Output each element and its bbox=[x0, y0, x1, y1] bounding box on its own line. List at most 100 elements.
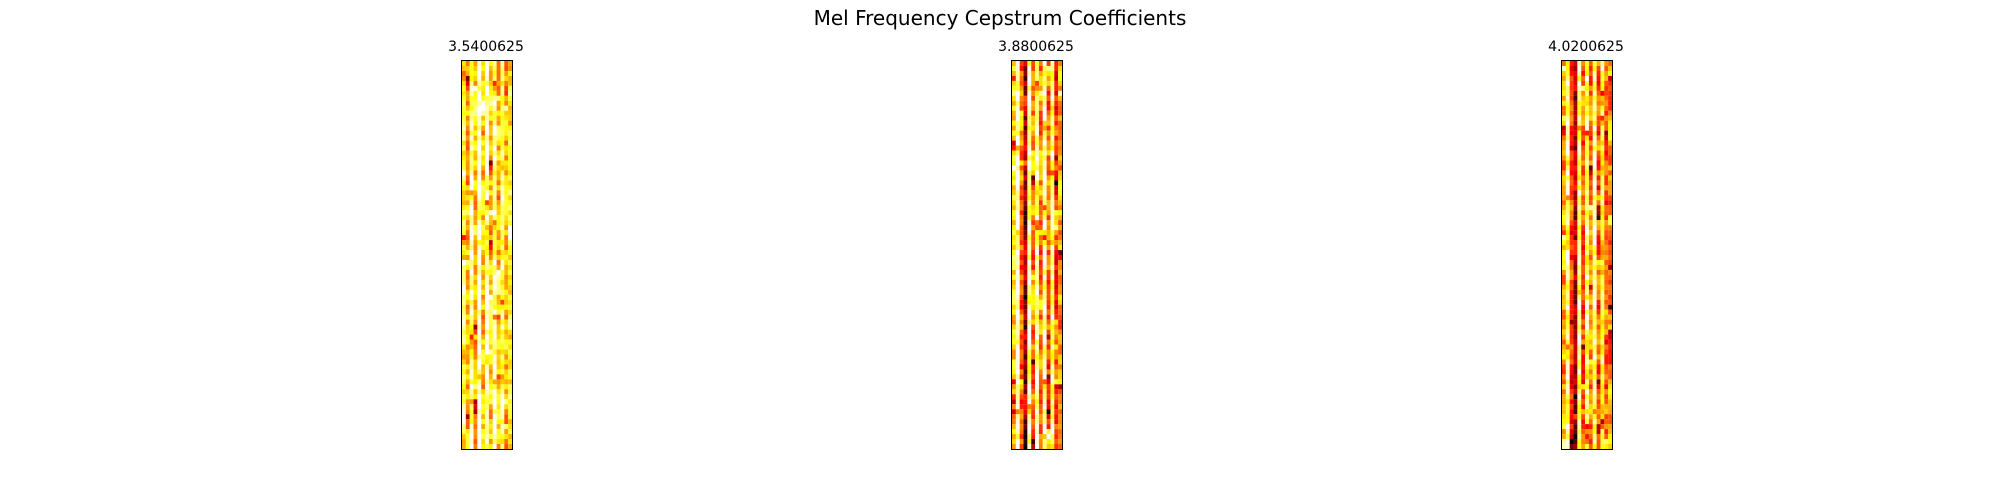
heatmap-cell bbox=[473, 344, 478, 350]
heatmap-cell bbox=[504, 155, 509, 161]
heatmap-cell bbox=[465, 255, 470, 261]
heatmap-cell bbox=[1573, 304, 1578, 310]
heatmap-cell bbox=[1038, 369, 1043, 375]
heatmap-cell bbox=[500, 309, 505, 315]
heatmap-cell bbox=[1577, 409, 1582, 415]
heatmap-cell bbox=[1608, 274, 1612, 280]
heatmap-cell bbox=[1562, 95, 1566, 101]
heatmap-cell bbox=[1042, 70, 1047, 76]
heatmap-cell bbox=[462, 150, 466, 156]
heatmap-cell bbox=[1015, 180, 1020, 186]
heatmap-cell bbox=[481, 414, 486, 420]
heatmap-cell bbox=[508, 65, 512, 71]
heatmap-cell bbox=[1046, 250, 1051, 256]
heatmap-cell bbox=[1046, 329, 1051, 335]
heatmap-cell bbox=[1031, 369, 1036, 375]
heatmap-cell bbox=[500, 289, 505, 295]
heatmap-cell bbox=[1569, 314, 1574, 320]
heatmap-cell bbox=[1038, 245, 1043, 251]
heatmap-cell bbox=[1054, 145, 1059, 151]
heatmap-cell bbox=[469, 240, 474, 246]
heatmap-cell bbox=[1054, 245, 1059, 251]
heatmap-cell bbox=[492, 349, 497, 355]
heatmap-cell bbox=[1585, 140, 1589, 146]
heatmap-cell bbox=[462, 264, 466, 270]
heatmap-cell bbox=[485, 105, 489, 111]
heatmap-cell bbox=[1035, 115, 1039, 121]
heatmap-cell bbox=[1600, 140, 1605, 146]
heatmap-cell bbox=[1608, 384, 1612, 390]
heatmap-cell bbox=[1050, 384, 1055, 390]
heatmap-cell bbox=[1608, 424, 1612, 430]
heatmap-cell bbox=[500, 439, 505, 445]
heatmap-cell bbox=[1585, 284, 1589, 290]
heatmap-cell bbox=[1023, 329, 1028, 335]
heatmap-cell bbox=[1608, 434, 1612, 440]
heatmap-cell bbox=[500, 95, 505, 101]
heatmap-cell bbox=[1604, 120, 1609, 126]
heatmap-cell bbox=[469, 379, 474, 385]
heatmap-cell bbox=[1588, 304, 1593, 310]
heatmap-cell bbox=[1012, 105, 1016, 111]
heatmap-cell bbox=[481, 250, 486, 256]
heatmap-cell bbox=[1050, 294, 1055, 300]
heatmap-cell bbox=[1012, 384, 1016, 390]
heatmap-cell bbox=[473, 75, 478, 81]
heatmap-cell bbox=[1012, 404, 1016, 410]
heatmap-cell bbox=[1608, 309, 1612, 315]
heatmap-cell bbox=[1012, 230, 1016, 236]
heatmap-cell bbox=[1015, 245, 1020, 251]
heatmap-cell bbox=[469, 274, 474, 280]
heatmap-cell bbox=[1023, 195, 1028, 201]
heatmap-cell bbox=[1035, 434, 1039, 440]
heatmap-cell bbox=[1046, 354, 1051, 360]
heatmap-cell bbox=[1573, 75, 1578, 81]
heatmap-cell bbox=[1023, 269, 1028, 275]
heatmap-cell bbox=[1042, 259, 1047, 265]
heatmap-cell bbox=[465, 399, 470, 405]
heatmap-cell bbox=[469, 205, 474, 211]
heatmap-cell bbox=[1054, 180, 1059, 186]
heatmap-cell bbox=[1046, 399, 1051, 405]
heatmap-cell bbox=[1027, 245, 1032, 251]
heatmap-cell bbox=[1050, 70, 1055, 76]
heatmap-cell bbox=[1042, 319, 1047, 325]
heatmap-cell bbox=[1577, 344, 1582, 350]
heatmap-cell bbox=[1012, 65, 1016, 71]
mfcc-heatmap-2 bbox=[1011, 60, 1063, 450]
heatmap-cell bbox=[1023, 190, 1028, 196]
heatmap-cell bbox=[1604, 274, 1609, 280]
heatmap-cell bbox=[465, 339, 470, 345]
heatmap-cell bbox=[477, 329, 482, 335]
heatmap-cell bbox=[1046, 140, 1051, 146]
heatmap-cell bbox=[1604, 225, 1609, 231]
heatmap-cell bbox=[500, 230, 505, 236]
heatmap-cell bbox=[1031, 264, 1036, 270]
heatmap-cell bbox=[465, 289, 470, 295]
heatmap-cell bbox=[1596, 65, 1601, 71]
heatmap-cell bbox=[481, 70, 486, 76]
heatmap-cell bbox=[500, 75, 505, 81]
heatmap-cell bbox=[1600, 444, 1605, 449]
heatmap-cell bbox=[1058, 269, 1062, 275]
heatmap-cell bbox=[473, 210, 478, 216]
heatmap-cell bbox=[1573, 100, 1578, 106]
heatmap-cell bbox=[1569, 195, 1574, 201]
heatmap-cell bbox=[1608, 339, 1612, 345]
heatmap-cell bbox=[485, 294, 489, 300]
heatmap-cell bbox=[1042, 304, 1047, 310]
heatmap-cell bbox=[1042, 379, 1047, 385]
heatmap-cell bbox=[492, 205, 497, 211]
heatmap-cell bbox=[1573, 235, 1578, 241]
heatmap-cell bbox=[1042, 384, 1047, 390]
heatmap-cell bbox=[488, 245, 493, 251]
heatmap-cell bbox=[1588, 70, 1593, 76]
heatmap-cell bbox=[1588, 235, 1593, 241]
heatmap-cell bbox=[1019, 284, 1024, 290]
heatmap-cell bbox=[1023, 160, 1028, 166]
heatmap-cell bbox=[1054, 269, 1059, 275]
heatmap-cell bbox=[1035, 404, 1039, 410]
heatmap-cell bbox=[1569, 409, 1574, 415]
heatmap-cell bbox=[1042, 419, 1047, 425]
heatmap-cell bbox=[1596, 314, 1601, 320]
